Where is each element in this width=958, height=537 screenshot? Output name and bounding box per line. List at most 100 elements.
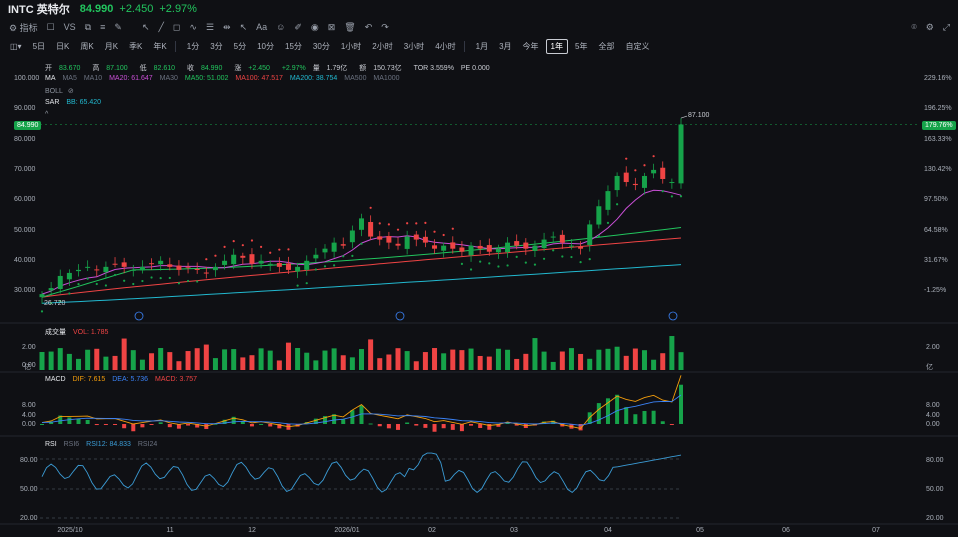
candle-body — [413, 234, 419, 240]
volume-bar — [559, 351, 565, 370]
volume-bar — [240, 357, 246, 370]
candle-body — [459, 247, 465, 252]
candle-body — [596, 206, 602, 225]
lock-icon[interactable]: ⊠ — [327, 21, 336, 32]
ma-legend: MA MA5 MA10 MA20: 61.647 MA30 MA50: 51.0… — [45, 75, 400, 82]
fib-tool-icon[interactable]: ☰ — [205, 21, 215, 32]
macd-histogram-bar — [332, 414, 337, 424]
arrow-tool-icon[interactable]: ↖ — [239, 21, 248, 32]
period-button[interactable]: 3月 — [499, 42, 512, 51]
cursor-icon[interactable]: ↖ — [141, 21, 150, 32]
sar-dot — [424, 221, 427, 225]
macd-histogram-bar — [377, 424, 382, 427]
x-tick: 07 — [872, 527, 880, 534]
period-button[interactable]: 3分 — [210, 42, 223, 51]
emoji-tool-icon[interactable]: ☺ — [276, 22, 286, 32]
volume-bar — [340, 355, 346, 370]
current-pct-badge: 179.76% — [922, 121, 956, 130]
sar-dot — [652, 155, 655, 158]
eye-icon[interactable]: ◉ — [310, 21, 319, 32]
period-button[interactable]: 5分 — [233, 42, 247, 51]
candle-body — [386, 236, 392, 243]
x-tick: 06 — [782, 527, 790, 534]
text-tool-icon[interactable]: Aa — [256, 22, 268, 32]
layout-icon[interactable]: ≡ — [100, 22, 106, 32]
macd-histogram-bar — [268, 424, 273, 427]
period-button[interactable]: 日K — [56, 42, 70, 51]
sar-dot — [387, 223, 390, 226]
sar-dot — [524, 261, 527, 264]
macd-histogram-bar — [259, 423, 264, 425]
period-button[interactable]: 1分 — [186, 42, 200, 51]
macd-histogram-bar — [40, 424, 44, 425]
measure-tool-icon[interactable]: ⇹ — [223, 21, 231, 32]
macd-histogram-bar — [578, 424, 583, 431]
period-button[interactable]: 5日 — [32, 42, 46, 51]
period-button[interactable]: 1小时 — [340, 42, 362, 51]
period-button[interactable]: 4小时 — [435, 42, 456, 51]
period-list: 5日 日K 周K 月K 季K 年K 1分 3分 5分 10分 15分 30分 1小时 2小时 3小时 4小时 1… — [26, 39, 654, 54]
period-button[interactable]: 1年 — [545, 39, 568, 54]
period-button[interactable]: 季K — [129, 42, 143, 51]
x-tick: 11 — [166, 527, 174, 534]
period-button[interactable]: 2小时 — [372, 42, 393, 51]
volume-bar — [185, 351, 191, 370]
volume-bar — [568, 348, 574, 370]
candle-body — [231, 254, 237, 265]
compare-button[interactable]: VS — [63, 22, 76, 32]
period-button[interactable]: 全部 — [598, 42, 615, 51]
undo-icon[interactable]: ↶ — [364, 21, 373, 32]
brush-tool-icon[interactable]: ✐ — [294, 21, 302, 32]
sar-dot — [515, 255, 518, 258]
line-tool-icon[interactable]: ╱ — [158, 21, 164, 32]
rsi-axis-80: 80.00 — [20, 457, 38, 464]
period-button[interactable]: 3小时 — [403, 42, 425, 51]
period-button[interactable]: 15分 — [285, 42, 302, 51]
macd-histogram-bar — [633, 414, 638, 424]
x-tick: 2025/10 — [57, 527, 83, 534]
sar-dot — [360, 242, 363, 245]
period-button[interactable]: 周K — [80, 42, 94, 51]
template-icon[interactable]: ⧉ — [84, 21, 92, 32]
settings-icon[interactable]: ⚙ — [925, 21, 934, 32]
candle-body — [285, 263, 291, 270]
fullscreen-icon[interactable]: ⤢ — [942, 21, 950, 32]
period-button[interactable]: 自定义 — [625, 42, 650, 51]
period-button[interactable]: 月K — [104, 42, 119, 51]
candle-body — [669, 182, 675, 184]
sar-dot — [333, 264, 336, 267]
sar-dot — [168, 276, 171, 280]
sar-dot — [469, 268, 473, 271]
period-button[interactable]: 年K — [153, 42, 167, 51]
delete-icon[interactable]: 🗑 — [344, 21, 356, 32]
candle-body — [678, 124, 684, 184]
ma200-line — [41, 264, 682, 304]
period-button[interactable]: 今年 — [522, 42, 539, 51]
indicator-button[interactable]: ⚙ 指标 — [9, 22, 38, 33]
sar-dot — [241, 244, 244, 247]
chart-type-icon[interactable]: ☐ — [46, 21, 55, 32]
macd-histogram-bar — [359, 405, 364, 424]
period-button[interactable]: 30分 — [312, 42, 330, 51]
sar-dot — [679, 195, 683, 198]
last-price: 84.990 — [79, 3, 114, 15]
wave-tool-icon[interactable]: ∿ — [189, 21, 197, 32]
layout-toggle-icon[interactable]: ◫▾ — [10, 42, 22, 51]
draw-tool-icon[interactable]: ✎ — [114, 21, 122, 32]
volume-bar — [39, 352, 45, 370]
sar-dot — [606, 221, 610, 225]
boll-legend[interactable]: BOLL ⊘ — [45, 88, 74, 95]
sar-dot — [597, 234, 600, 238]
period-button[interactable]: 10分 — [257, 42, 275, 51]
volume-bar — [422, 352, 428, 370]
shape-tool-icon[interactable]: ◻ — [172, 21, 181, 32]
candle-body — [432, 245, 438, 249]
candle-body — [121, 262, 127, 267]
period-button[interactable]: 1月 — [475, 42, 489, 51]
collapse-icon[interactable]: ^ — [45, 111, 49, 118]
redo-icon[interactable]: ↷ — [381, 21, 389, 32]
period-button[interactable]: 5年 — [575, 42, 588, 51]
camera-icon[interactable]: ⌾ — [911, 21, 917, 32]
event-marker-icon — [668, 311, 678, 321]
